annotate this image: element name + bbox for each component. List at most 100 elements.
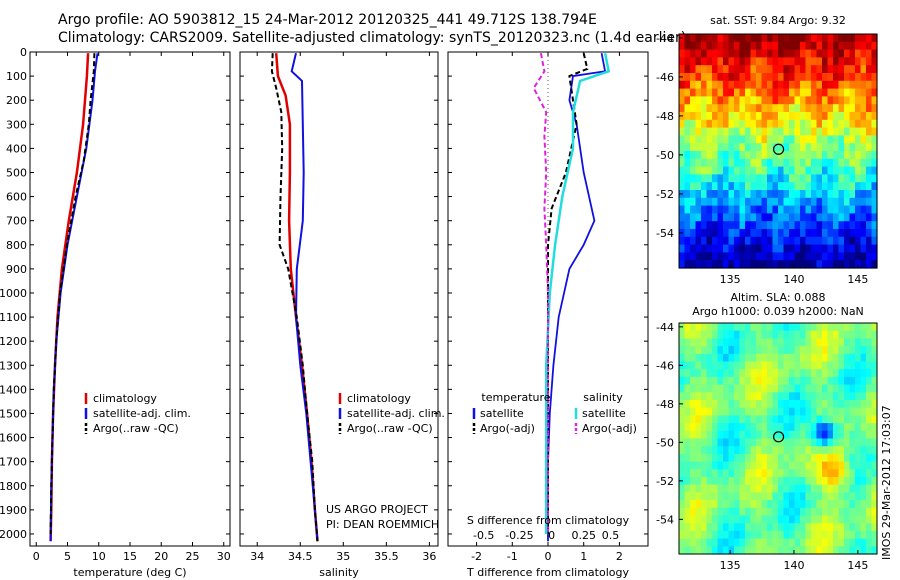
sst-map-cell [750,190,757,199]
sst-map-cell [767,221,774,230]
sla-map-cell [734,346,741,355]
sla-map-cell [739,523,746,532]
sla-map-cell [772,538,779,547]
sla-map-cell [723,538,730,547]
sla-map-cell [701,361,708,370]
sst-map-cell [778,236,785,246]
sst-map-cell [690,119,697,129]
sla-map-cell [756,477,763,486]
sla-map-cell [684,523,691,532]
sla-map-cell [767,546,774,555]
timestamp-label: IMOS 29-Mar-2012 17:03:07 [880,405,893,560]
sst-map-cell [800,205,807,214]
sst-map-cell [684,190,691,199]
sla-map-cell [739,530,746,540]
sst-map-cell [723,197,730,207]
sst-map-cell [745,190,752,199]
sst-map-cell [849,127,856,136]
sst-map-cell [789,127,796,136]
sst-map-cell [756,221,763,230]
sst-map-cell [712,213,719,222]
sst-map-cell [717,151,724,160]
sla-map-cell [750,353,757,363]
sst-map-cell [761,73,768,82]
depth-tick-label: 500 [6,166,27,179]
sla-map-cell [778,346,785,355]
sla-map-cell [866,438,873,447]
sla-map-cell [717,500,724,509]
sst-map-cell [695,143,702,152]
sla-map-cell [783,415,790,424]
sla-map-cell [761,338,768,347]
sst-map-cell [712,34,719,43]
sla-map-cell [805,492,812,501]
sst-map-cell [783,174,790,183]
sla-map-cell [772,500,779,509]
sla-map-cell [860,492,867,501]
sst-map-cell [778,49,785,58]
sla-map-cell [827,361,834,370]
sla-map-cell [706,538,713,547]
sla-map-cell [772,384,779,393]
sst-map-cell [723,127,730,136]
sst-map-cell [701,135,708,144]
sst-map-cell [866,260,873,269]
sst-map-cell [844,205,851,214]
sla-map-cell [684,384,691,393]
sla-map-cell [734,323,741,332]
sst-map-cell [745,252,752,261]
sst-map-cell [734,119,741,129]
sst-map-cell [761,174,768,183]
sst-map-cell [844,112,851,121]
sst-map-cell [783,88,790,97]
sst-map-cell [822,205,829,214]
sla-map-cell [805,415,812,424]
sla-map-cell [767,384,774,393]
sla-map-cell [816,407,823,416]
sla-map-cell [783,523,790,532]
sst-map-cell [739,41,746,51]
sst-map-cell [739,112,746,121]
sst-map-cell [750,41,757,51]
sst-map-cell [767,260,774,269]
sla-map-cell [844,492,851,501]
sla-map-cell [706,477,713,486]
sla-map-cell [767,477,774,486]
sst-map-cell [827,213,834,222]
sst-map-cell [767,244,774,253]
sst-map-cell [723,182,730,191]
sla-map-cell [811,346,818,355]
sst-map-cell [816,57,823,66]
sst-map-cell [734,229,741,238]
sst-map-cell [706,49,713,58]
sst-map-cell [866,73,873,82]
sla-map-cell [855,477,862,486]
sst-map-cell [866,104,873,113]
sst-map-cell [695,49,702,58]
temperature-xtick-label: 10 [92,550,106,563]
sla-map-xtick-label: 140 [783,559,804,572]
sst-map-cell [695,119,702,129]
sst-map-cell [723,112,730,121]
sst-map-cell [816,166,823,175]
sst-map-cell [690,57,697,66]
sst-map-cell [734,166,741,175]
sst-map-cell [679,166,686,175]
sst-map-cell [690,229,697,238]
sla-map-cell [712,384,719,393]
sla-map-cell [789,376,796,386]
sst-map-cell [816,80,823,90]
sla-map-cell [805,338,812,347]
sla-map-cell [706,353,713,363]
sla-map-cell [816,546,823,555]
sst-map-cell [833,166,840,175]
sla-map-cell [855,384,862,393]
sst-map-cell [728,112,735,121]
sst-map-cell [767,112,774,121]
sst-map-cell [728,73,735,82]
sst-map-cell [811,197,818,207]
sst-map-cell [805,57,812,66]
sst-map-cell [750,34,757,43]
sst-map-cell [866,96,873,105]
sst-map-cell [822,151,829,160]
